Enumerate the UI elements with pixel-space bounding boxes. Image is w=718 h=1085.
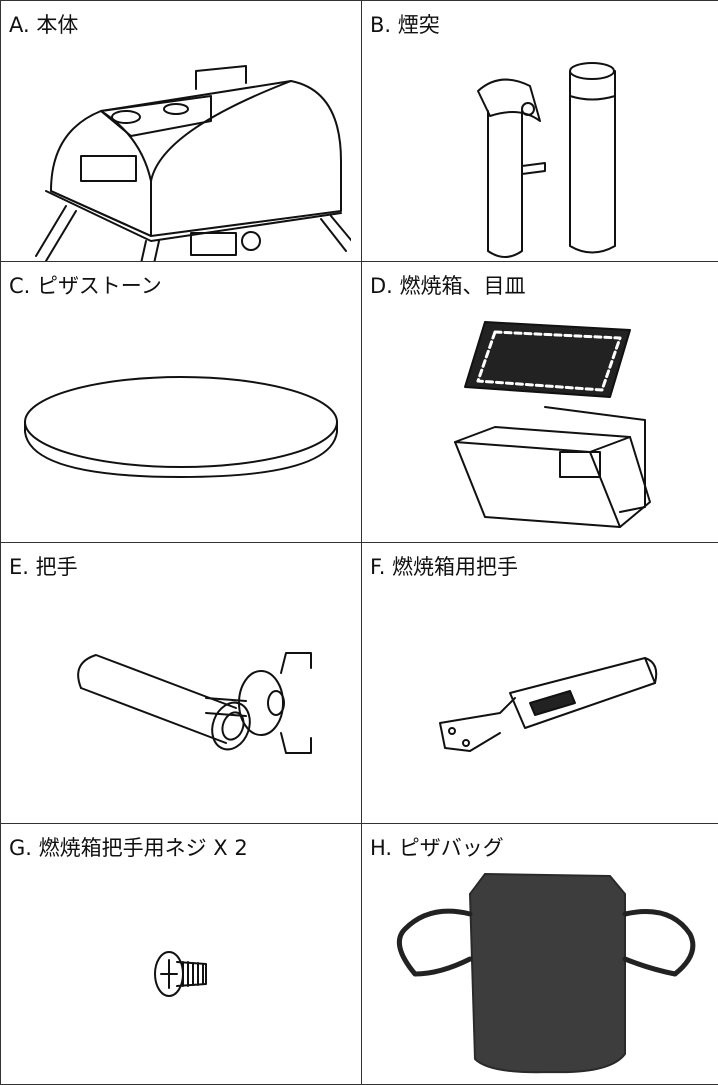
- illustration-stroke: [268, 691, 284, 715]
- firebox-handle-illustration: [370, 583, 710, 823]
- part-cell: E. 把手: [1, 543, 362, 824]
- illustration-stroke: [530, 691, 575, 715]
- illustration-stroke: [625, 912, 693, 975]
- part-label: G. 燃焼箱把手用ネジ X 2: [1, 824, 361, 864]
- illustration-stroke: [112, 111, 140, 123]
- chimney-illustration: [370, 41, 710, 261]
- illustration-stroke: [570, 63, 614, 79]
- screw-illustration: [11, 864, 351, 1084]
- illustration-stroke: [281, 653, 311, 753]
- part-label: A. 本体: [1, 1, 361, 41]
- handle-illustration: [11, 583, 351, 823]
- illustration-stroke: [488, 111, 522, 257]
- bag-illustration: [370, 864, 710, 1084]
- part-cell: G. 燃焼箱把手用ネジ X 2: [1, 824, 362, 1085]
- illustration-stroke: [151, 81, 291, 181]
- part-label: B. 煙突: [362, 1, 718, 41]
- illustration-stroke: [191, 233, 236, 255]
- part-cell: A. 本体: [1, 1, 362, 262]
- illustration-stroke: [463, 740, 469, 746]
- illustration-stroke: [440, 698, 515, 751]
- part-cell: F. 燃焼箱用把手: [362, 543, 718, 824]
- illustration-stroke: [239, 671, 283, 735]
- illustration-stroke: [183, 962, 203, 986]
- part-label: C. ピザストーン: [1, 262, 361, 302]
- illustration-stroke: [570, 96, 615, 100]
- part-cell: D. 燃焼箱、目皿: [362, 262, 718, 543]
- part-label: H. ピザバッグ: [362, 824, 718, 864]
- illustration-stroke: [455, 442, 620, 527]
- pizza-stone-illustration: [11, 302, 351, 542]
- illustration-stroke: [399, 911, 470, 974]
- illustration-stroke: [510, 658, 655, 728]
- illustration-stroke: [51, 81, 341, 236]
- illustration-stroke: [164, 104, 188, 114]
- part-label: D. 燃焼箱、目皿: [362, 262, 718, 302]
- part-label: E. 把手: [1, 543, 361, 583]
- part-label: F. 燃焼箱用把手: [362, 543, 718, 583]
- illustration-stroke: [25, 422, 337, 477]
- part-cell: H. ピザバッグ: [362, 824, 718, 1085]
- illustration-stroke: [81, 156, 136, 181]
- illustration-stroke: [196, 66, 246, 89]
- illustration-stroke: [522, 103, 534, 115]
- illustration-stroke: [470, 874, 625, 1072]
- illustration-stroke: [242, 232, 260, 250]
- illustration-stroke: [78, 655, 236, 708]
- part-cell: B. 煙突: [362, 1, 718, 262]
- firebox-illustration: [370, 302, 710, 542]
- illustration-stroke: [25, 377, 337, 467]
- illustration-stroke: [522, 163, 545, 174]
- illustration-stroke: [161, 960, 177, 988]
- illustration-stroke: [455, 427, 630, 452]
- part-cell: C. ピザストーン: [1, 262, 362, 543]
- oven-illustration: [11, 41, 351, 261]
- illustration-stroke: [449, 728, 455, 734]
